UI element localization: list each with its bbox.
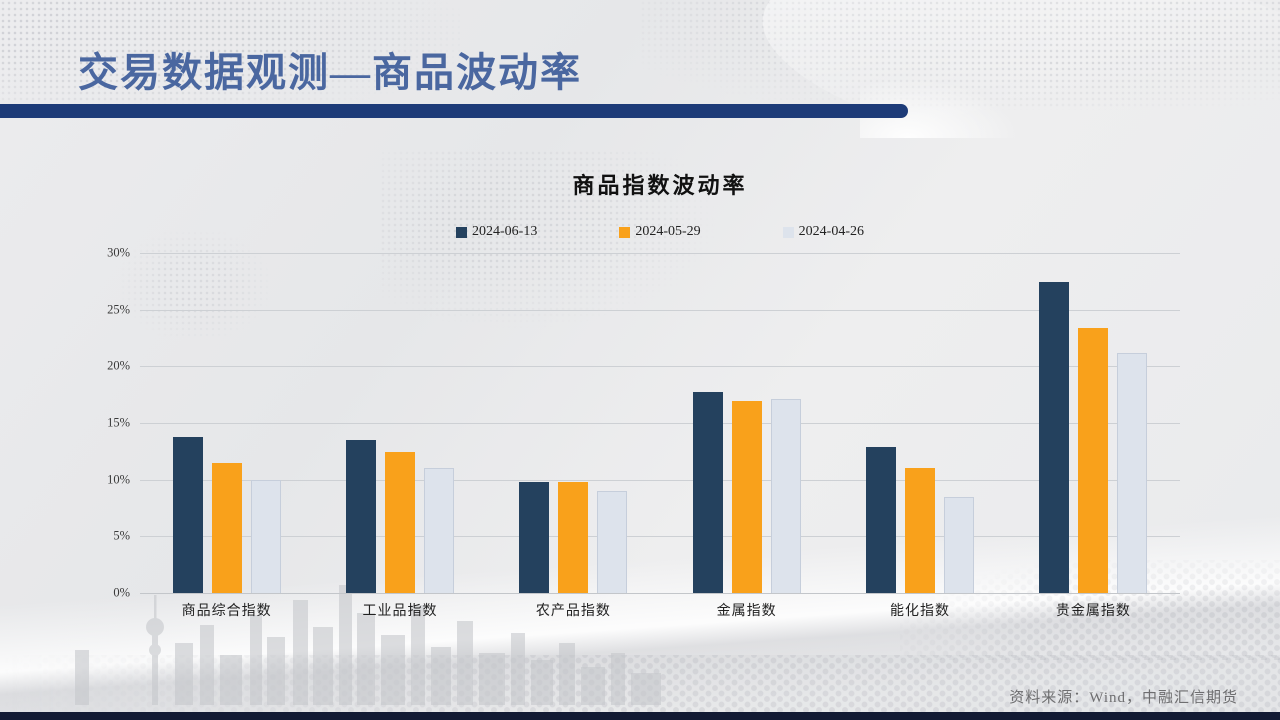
bar-金属指数-2024-06-13 [692, 392, 723, 593]
bar-农产品指数-2024-04-26 [597, 491, 628, 593]
bar-金属指数-2024-04-26 [770, 399, 801, 593]
gridline-15% [140, 423, 1180, 424]
legend-swatch-icon [782, 226, 794, 238]
gridline-25% [140, 309, 1180, 311]
legend-swatch-icon [456, 226, 467, 238]
bar-商品综合指数-2024-06-13 [172, 436, 203, 593]
gridline-10% [140, 479, 1180, 481]
bar-group-农产品指数 [519, 481, 628, 593]
bar-金属指数-2024-05-29 [731, 401, 762, 593]
footer-bar [0, 712, 1280, 720]
y-axis-tick-label: 5% [113, 528, 130, 543]
x-axis-label-贵金属指数: 贵金属指数 [1055, 604, 1131, 619]
bar-农产品指数-2024-05-29 [558, 481, 589, 593]
y-axis-tick-label: 0% [113, 585, 130, 600]
source-note: 资料来源：Wind，中融汇信期货 [1009, 690, 1238, 706]
legend-label: 2024-04-26 [798, 224, 864, 239]
bar-group-贵金属指数 [1039, 282, 1148, 593]
bar-工业品指数-2024-06-13 [346, 440, 376, 593]
bar-农产品指数-2024-06-13 [519, 481, 550, 593]
legend-label: 2024-05-29 [635, 224, 701, 239]
bar-group-商品综合指数 [172, 436, 281, 593]
y-axis-tick-label: 25% [107, 302, 130, 317]
bar-能化指数-2024-06-13 [866, 446, 896, 593]
gridline-30% [140, 253, 1180, 254]
bar-能化指数-2024-05-29 [905, 468, 935, 593]
chart-plot-area: 0% 5% 10% 15% 20% 25% 30% 商品综合指数 工业品指数 农产品指数 金属指数 能… [107, 246, 1180, 619]
bar-贵金属指数-2024-04-26 [1117, 352, 1148, 593]
title-underline-bar [0, 104, 908, 118]
bar-贵金属指数-2024-05-29 [1078, 327, 1109, 593]
bar-商品综合指数-2024-05-29 [211, 462, 242, 593]
chart-legend: 2024-06-13 2024-05-29 2024-04-26 [140, 224, 1180, 240]
legend-item-2024-05-29: 2024-05-29 [619, 224, 701, 240]
x-axis-label-商品综合指数: 商品综合指数 [181, 604, 272, 619]
gridline-0% [140, 593, 1180, 594]
bar-工业品指数-2024-05-29 [385, 452, 415, 593]
bar-group-能化指数 [866, 446, 974, 593]
gridline-5% [140, 536, 1180, 538]
bar-group-金属指数 [692, 392, 801, 593]
x-axis-label-农产品指数: 农产品指数 [535, 604, 611, 619]
legend-label: 2024-06-13 [472, 224, 538, 239]
x-axis-label-工业品指数: 工业品指数 [362, 604, 438, 619]
bar-贵金属指数-2024-06-13 [1039, 282, 1070, 593]
legend-item-2024-04-26: 2024-04-26 [782, 224, 864, 240]
y-axis-tick-label: 20% [107, 358, 130, 373]
y-axis-tick-label: 15% [107, 415, 130, 430]
bar-group-工业品指数 [346, 440, 454, 593]
gridline-20% [140, 366, 1180, 368]
y-axis-tick-label: 30% [107, 245, 130, 260]
x-axis-label-能化指数: 能化指数 [890, 604, 950, 619]
chart-title: 商品指数波动率 [572, 173, 748, 198]
legend-item-2024-06-13: 2024-06-13 [456, 224, 537, 240]
page-title: 交易数据观测—商品波动率 [78, 50, 582, 95]
x-axis-label-金属指数: 金属指数 [716, 604, 777, 619]
legend-swatch-icon [619, 226, 631, 238]
slide-header: 交易数据观测—商品波动率 [0, 0, 1280, 138]
bar-商品综合指数-2024-04-26 [250, 479, 281, 593]
bar-能化指数-2024-04-26 [944, 496, 974, 593]
bar-工业品指数-2024-04-26 [424, 468, 454, 593]
y-axis-tick-label: 10% [107, 472, 130, 487]
